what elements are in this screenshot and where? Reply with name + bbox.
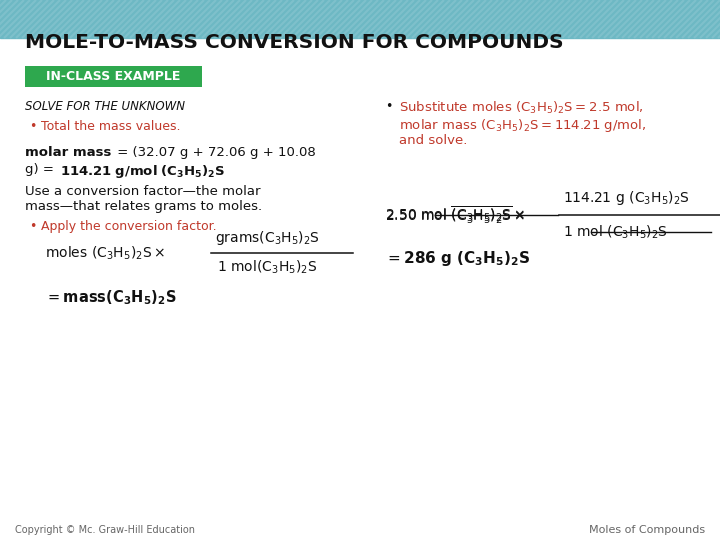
Text: $\mathrm{moles\ (C_3H_5)_2S} \times$: $\mathrm{moles\ (C_3H_5)_2S} \times$ <box>45 244 166 262</box>
Text: MOLE-TO-MASS CONVERSION FOR COMPOUNDS: MOLE-TO-MASS CONVERSION FOR COMPOUNDS <box>25 33 564 52</box>
Text: Total the mass values.: Total the mass values. <box>41 120 181 133</box>
Text: $\mathrm{Substitute\ moles\ (C_3H_5)_2S = 2.5\ mol,}$: $\mathrm{Substitute\ moles\ (C_3H_5)_2S … <box>399 100 644 116</box>
Text: $\mathrm{1\ mol\ (C_3H_5)_2S}$: $\mathrm{1\ mol\ (C_3H_5)_2S}$ <box>563 224 668 241</box>
FancyBboxPatch shape <box>25 66 202 87</box>
Text: •: • <box>29 220 37 233</box>
Text: •: • <box>29 120 37 133</box>
Text: $\mathrm{1\ mol(C_3H_5)_2S}$: $\mathrm{1\ mol(C_3H_5)_2S}$ <box>217 258 318 276</box>
Text: Apply the conversion factor.: Apply the conversion factor. <box>41 220 217 233</box>
Text: $\mathbf{114.21\ g/mol\ (C_3H_5)_2S}$: $\mathbf{114.21\ g/mol\ (C_3H_5)_2S}$ <box>60 163 225 180</box>
Text: $\mathrm{grams(C_3H_5)_2S}$: $\mathrm{grams(C_3H_5)_2S}$ <box>215 229 320 247</box>
Text: g) =: g) = <box>25 163 58 176</box>
Text: $\mathrm{molar\ mass\ (C_3H_5)_2S = 114.21\ g/mol,}$: $\mathrm{molar\ mass\ (C_3H_5)_2S = 114.… <box>399 117 647 134</box>
Text: = (32.07 g + 72.06 g + 10.08: = (32.07 g + 72.06 g + 10.08 <box>113 146 316 159</box>
Bar <box>0 0 720 38</box>
Text: SOLVE FOR THE UNKNOWN: SOLVE FOR THE UNKNOWN <box>25 100 185 113</box>
Text: $= \mathbf{286\ g\ (C_3H_5)_2S}$: $= \mathbf{286\ g\ (C_3H_5)_2S}$ <box>385 248 530 267</box>
Text: •: • <box>385 100 392 113</box>
Text: molar mass: molar mass <box>25 146 112 159</box>
Text: and solve.: and solve. <box>399 134 467 147</box>
Text: mass—that relates grams to moles.: mass—that relates grams to moles. <box>25 200 262 213</box>
Text: $\mathrm{2.50\ mol\ (C_3H_5)_2S \times}$: $\mathrm{2.50\ mol\ (C_3H_5)_2S \times}$ <box>385 206 525 224</box>
Text: $\mathrm{114.21\ g\ (C_3H_5)_2S}$: $\mathrm{114.21\ g\ (C_3H_5)_2S}$ <box>563 189 690 207</box>
Text: Moles of Compounds: Moles of Compounds <box>589 525 705 535</box>
Text: $= \mathbf{mass(C_3H_5)_2S}$: $= \mathbf{mass(C_3H_5)_2S}$ <box>45 289 176 307</box>
Text: Use a conversion factor—the molar: Use a conversion factor—the molar <box>25 185 261 198</box>
Text: Copyright © Mc. Graw-Hill Education: Copyright © Mc. Graw-Hill Education <box>15 525 195 535</box>
Text: $\mathrm{2.50\ mol\ \overline{(C_3H_5)_2S}} \times$: $\mathrm{2.50\ mol\ \overline{(C_3H_5)_2… <box>385 204 525 226</box>
Text: IN-CLASS EXAMPLE: IN-CLASS EXAMPLE <box>46 70 181 83</box>
